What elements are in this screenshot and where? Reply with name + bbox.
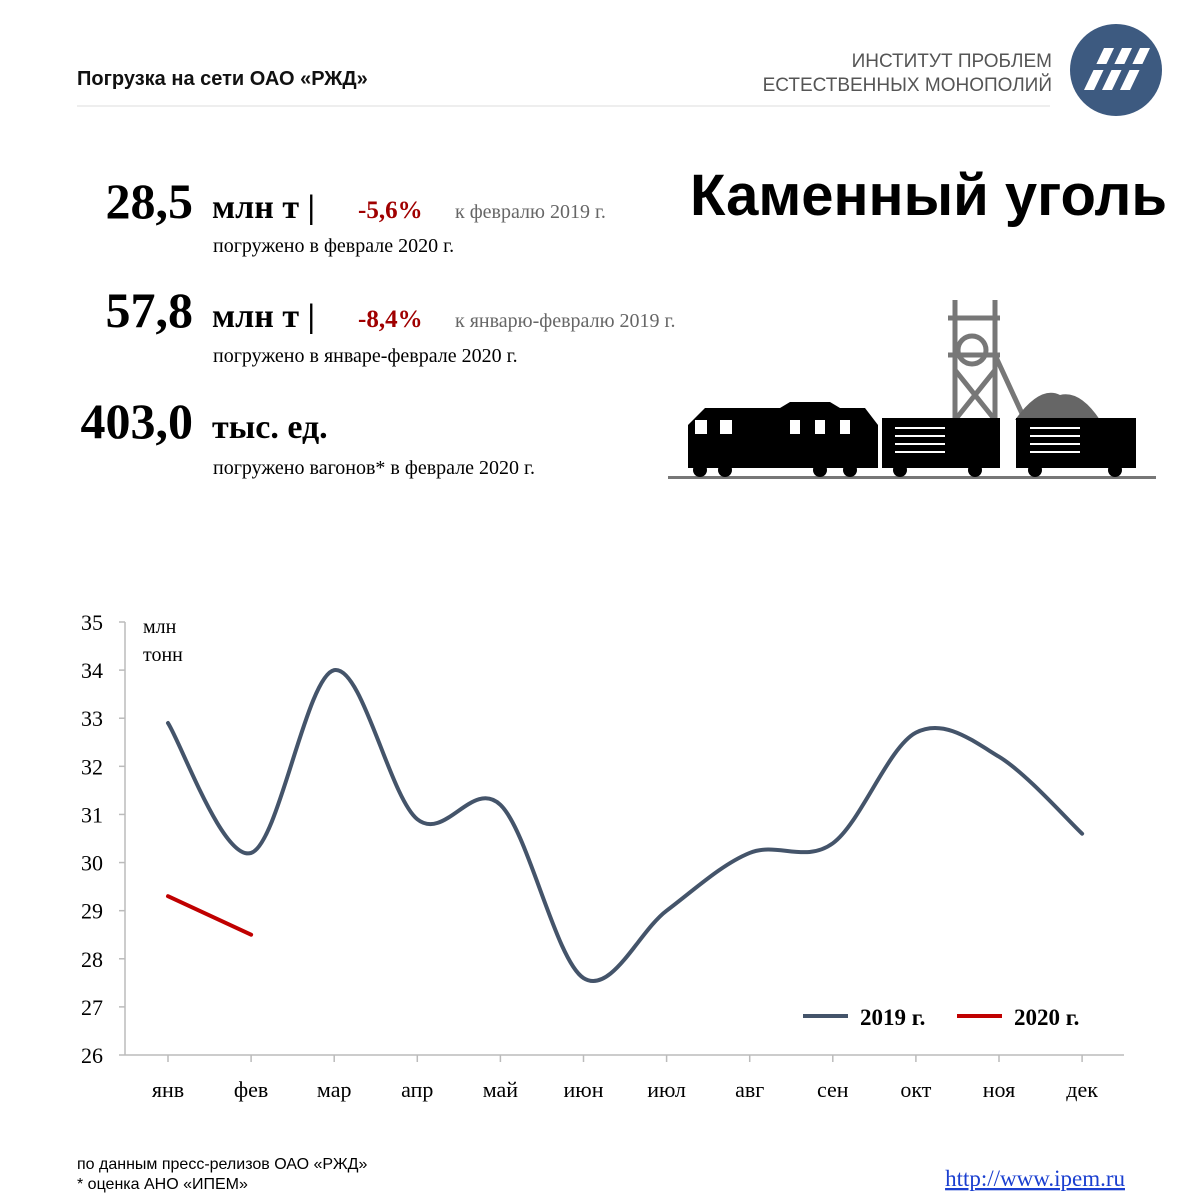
x-tick-label: фев	[234, 1077, 268, 1102]
y-tick-label: 29	[81, 899, 103, 924]
stat-value: 57,8	[106, 282, 194, 338]
stat-unit: тыс. ед.	[212, 409, 328, 446]
stat-unit: млн т |	[212, 298, 315, 335]
x-tick-label: июн	[564, 1077, 604, 1102]
stat-comparison: к февралю 2019 г.	[455, 201, 606, 223]
legend-label: 2020 г.	[1014, 1005, 1079, 1030]
logo	[1070, 24, 1162, 116]
y-tick-label: 32	[81, 754, 103, 779]
legend-label: 2019 г.	[860, 1005, 925, 1030]
y-axis-label: млн	[143, 616, 177, 638]
x-tick-label: июл	[647, 1077, 686, 1102]
stat-unit: млн т |	[212, 189, 315, 226]
stats: 28,5 млн т | -5,6% к февралю 2019 г. пог…	[81, 173, 676, 479]
x-tick-label: сен	[817, 1077, 849, 1102]
y-tick-label: 27	[81, 995, 103, 1020]
stat-note: погружено в феврале 2020 г.	[213, 235, 454, 257]
x-tick-label: мар	[317, 1077, 352, 1102]
x-tick-label: янв	[152, 1077, 184, 1102]
x-tick-label: дек	[1066, 1077, 1098, 1102]
y-tick-label: 30	[81, 851, 103, 876]
stat-value: 403,0	[81, 393, 194, 449]
y-tick-label: 26	[81, 1043, 103, 1068]
logo-text: ИНСТИТУТ ПРОБЛЕМ	[852, 51, 1052, 72]
logo-text: ЕСТЕСТВЕННЫХ МОНОПОЛИЙ	[763, 74, 1052, 96]
stat-note: погружено в январе-феврале 2020 г.	[213, 345, 518, 367]
x-tick-label: ноя	[983, 1077, 1015, 1102]
x-tick-label: авг	[735, 1077, 764, 1102]
chart: 26 27 28 29 30 31 32 33 34 35 млн тонн янв фев мар апр м…	[81, 610, 1124, 1102]
series-line	[166, 894, 254, 937]
x-tick-label: май	[483, 1077, 519, 1102]
x-tick-label: апр	[401, 1077, 433, 1102]
y-tick-label: 35	[81, 610, 103, 635]
source-note: по данным пресс-релизов ОАО «РЖД»	[77, 1156, 367, 1173]
page-title: Погрузка на сети ОАО «РЖД»	[77, 68, 368, 90]
stat-note: погружено вагонов* в феврале 2020 г.	[213, 457, 535, 479]
train-illustration	[668, 300, 1156, 479]
site-link[interactable]: http://www.ipem.ru	[945, 1166, 1125, 1191]
y-tick-label: 33	[81, 706, 103, 731]
source-note: * оценка АНО «ИПЕМ»	[77, 1176, 248, 1193]
stat-comparison: к январю-февралю 2019 г.	[455, 310, 675, 332]
stat-change: -8,4%	[358, 306, 423, 333]
series-line	[166, 668, 1085, 983]
y-axis-label: тонн	[143, 644, 183, 666]
heading: Каменный уголь	[690, 163, 1167, 228]
x-tick-label: окт	[900, 1077, 931, 1102]
y-tick-label: 34	[81, 658, 103, 683]
stat-value: 28,5	[106, 173, 194, 229]
y-tick-label: 28	[81, 947, 103, 972]
y-tick-label: 31	[81, 802, 103, 827]
stat-change: -5,6%	[358, 197, 423, 224]
